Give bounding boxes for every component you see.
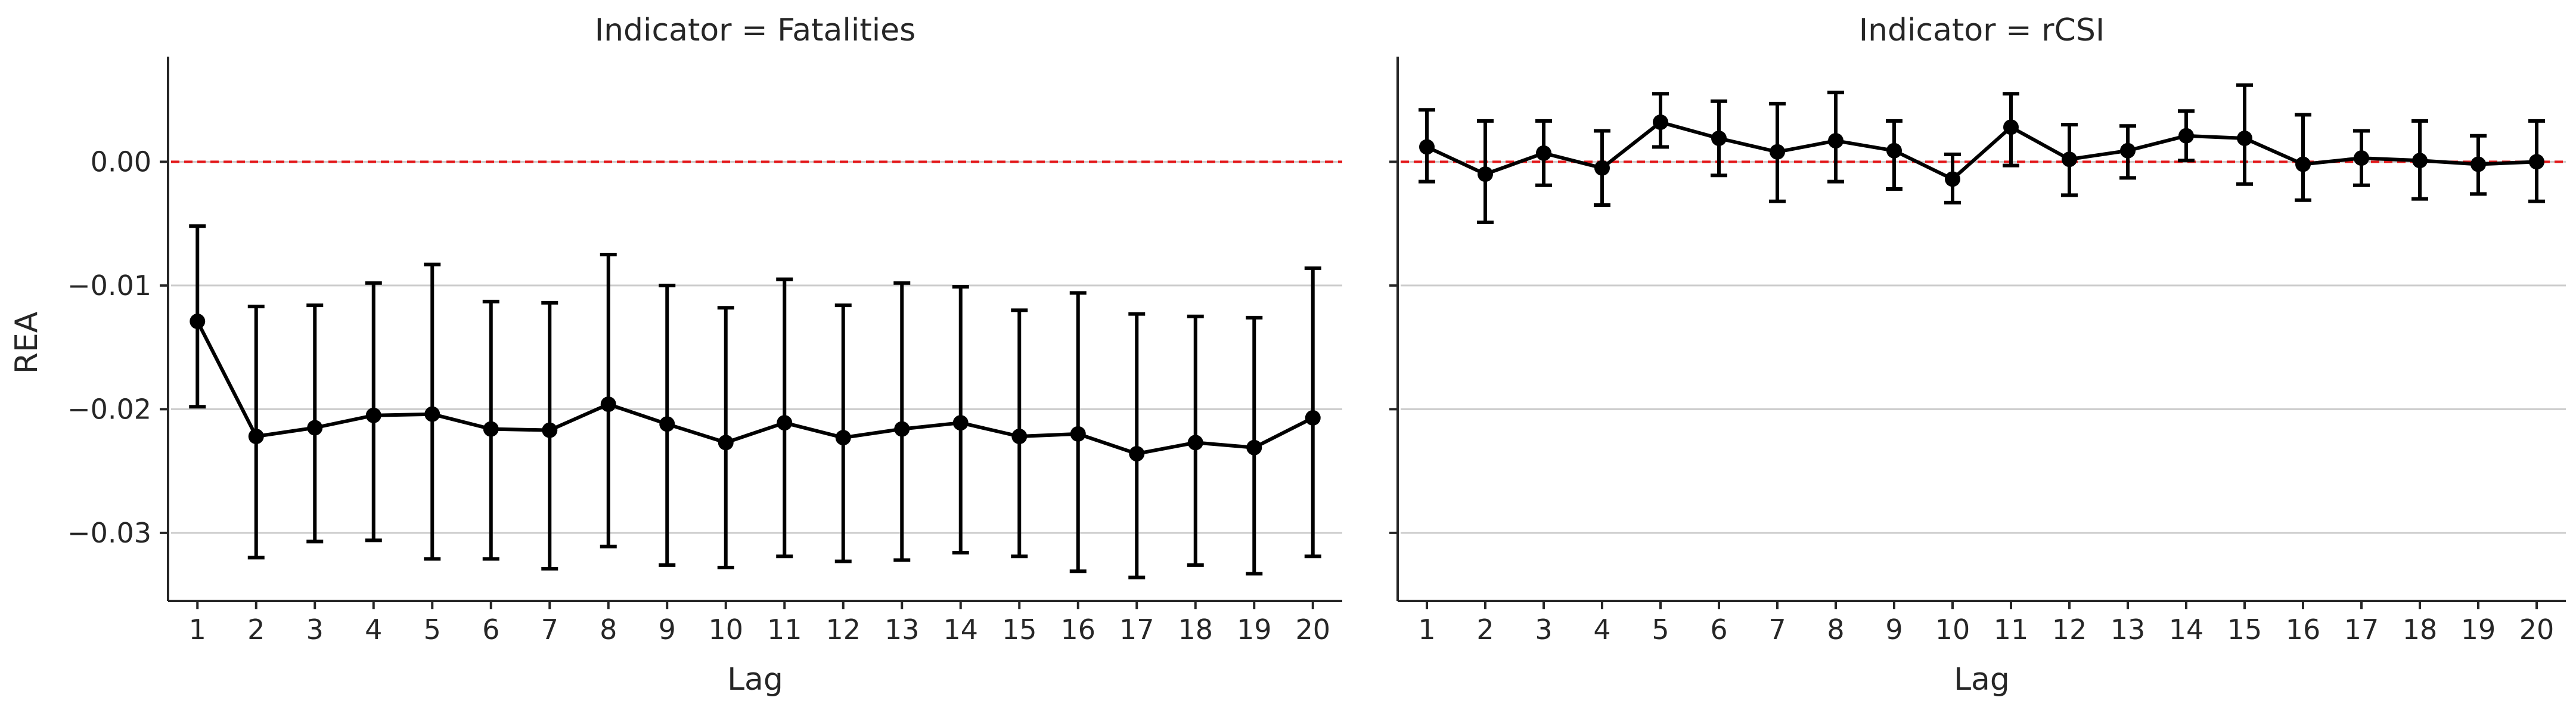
data-point: [2354, 150, 2369, 166]
data-point: [1594, 160, 1610, 176]
x-tick-label: 18: [1178, 613, 1213, 646]
data-point: [1653, 114, 1668, 130]
data-point: [1305, 410, 1321, 426]
data-point: [424, 406, 440, 422]
x-tick-label: 9: [1885, 613, 1902, 646]
x-tick-label: 15: [1002, 613, 1037, 646]
data-point: [2529, 154, 2544, 170]
data-point: [542, 422, 558, 438]
data-point: [952, 415, 969, 431]
x-tick-label: 10: [1935, 613, 1970, 646]
x-tick-label: 13: [2111, 613, 2146, 646]
data-point: [1187, 435, 1203, 451]
x-tick-label: 4: [365, 613, 382, 646]
data-point: [1246, 439, 1262, 455]
data-point: [2412, 153, 2428, 169]
x-tick-label: 11: [1994, 613, 2029, 646]
x-tick-label: 18: [2403, 613, 2438, 646]
data-point: [600, 396, 616, 413]
facet-rcsi: Indicator = rCSI Lag 1 2 3 4 5 6 7 8 9 10 11 12 13 14…: [1389, 13, 2566, 698]
x-tick-label: 2: [1476, 613, 1494, 646]
data-point: [1945, 171, 1960, 187]
data-point: [1011, 429, 1028, 445]
data-point: [659, 416, 675, 432]
y-tick-label: −0.02: [67, 393, 151, 425]
data-point: [1419, 139, 1435, 155]
data-point: [2003, 119, 2019, 135]
data-point: [2120, 142, 2136, 159]
x-tick-label: 5: [1652, 613, 1669, 646]
x-tick-label: 14: [943, 613, 978, 646]
x-tick-label: 8: [1827, 613, 1844, 646]
x-tick-label: 9: [659, 613, 676, 646]
data-point: [1886, 142, 1902, 159]
x-tick-label: 16: [1060, 613, 1095, 646]
x-tick-label: 6: [1710, 613, 1727, 646]
data-point: [2237, 130, 2252, 146]
x-tick-label: 12: [2052, 613, 2087, 646]
x-tick-label: 20: [2519, 613, 2555, 646]
data-point: [2062, 151, 2077, 168]
x-tick-label: 2: [247, 613, 265, 646]
y-tick-label: −0.03: [67, 517, 151, 549]
x-tick-label: 17: [1119, 613, 1154, 646]
data-point: [483, 421, 499, 437]
data-point: [1129, 446, 1145, 462]
data-point: [894, 421, 910, 437]
series-line: [1426, 120, 2537, 181]
data-point: [777, 415, 793, 431]
x-tick-label: 7: [1768, 613, 1786, 646]
x-tick-label: 19: [2461, 613, 2496, 646]
series-line: [195, 320, 1314, 456]
x-tick-label: 20: [1295, 613, 1330, 646]
x-tick-label: 5: [424, 613, 441, 646]
x-axis-label: Lag: [727, 662, 783, 698]
data-point: [1770, 144, 1785, 160]
x-tick-label: 14: [2169, 613, 2204, 646]
x-tick-label: 4: [1593, 613, 1610, 646]
data-point: [1478, 166, 1493, 182]
x-tick-label: 10: [708, 613, 743, 646]
data-point: [2471, 156, 2486, 172]
x-tick-label: 16: [2286, 613, 2321, 646]
facet-fatalities: Indicator = Fatalities Lag REA 0.00 −0.01…: [9, 13, 1342, 698]
data-point: [1828, 133, 1843, 149]
y-tick-label: −0.01: [67, 269, 151, 302]
facet-title: Indicator = rCSI: [1859, 13, 2105, 48]
y-axis-label: REA: [9, 311, 45, 374]
x-tick-label: 1: [189, 613, 206, 646]
data-point: [365, 407, 381, 423]
x-tick-label: 12: [825, 613, 861, 646]
x-tick-label: 8: [600, 613, 617, 646]
x-tick-label: 1: [1418, 613, 1435, 646]
x-tick-label: 6: [482, 613, 499, 646]
x-tick-label: 11: [767, 613, 802, 646]
x-tick-label: 7: [541, 613, 558, 646]
data-point: [1070, 426, 1086, 442]
data-point: [835, 430, 851, 446]
data-point: [248, 429, 264, 445]
data-point: [307, 420, 323, 436]
y-tick-label: 0.00: [91, 145, 151, 178]
x-tick-label: 15: [2227, 613, 2262, 646]
facet-title: Indicator = Fatalities: [595, 13, 915, 48]
data-point: [190, 314, 206, 330]
x-tick-label: 17: [2344, 613, 2379, 646]
x-axis-label: Lag: [1954, 662, 2010, 698]
x-tick-label: 3: [1535, 613, 1552, 646]
data-point: [1711, 130, 1727, 146]
data-point: [1536, 145, 1551, 161]
x-tick-label: 19: [1237, 613, 1272, 646]
data-point: [2178, 128, 2194, 144]
data-point: [718, 435, 734, 451]
x-tick-label: 13: [884, 613, 920, 646]
data-point: [2295, 156, 2311, 172]
x-tick-label: 3: [306, 613, 324, 646]
